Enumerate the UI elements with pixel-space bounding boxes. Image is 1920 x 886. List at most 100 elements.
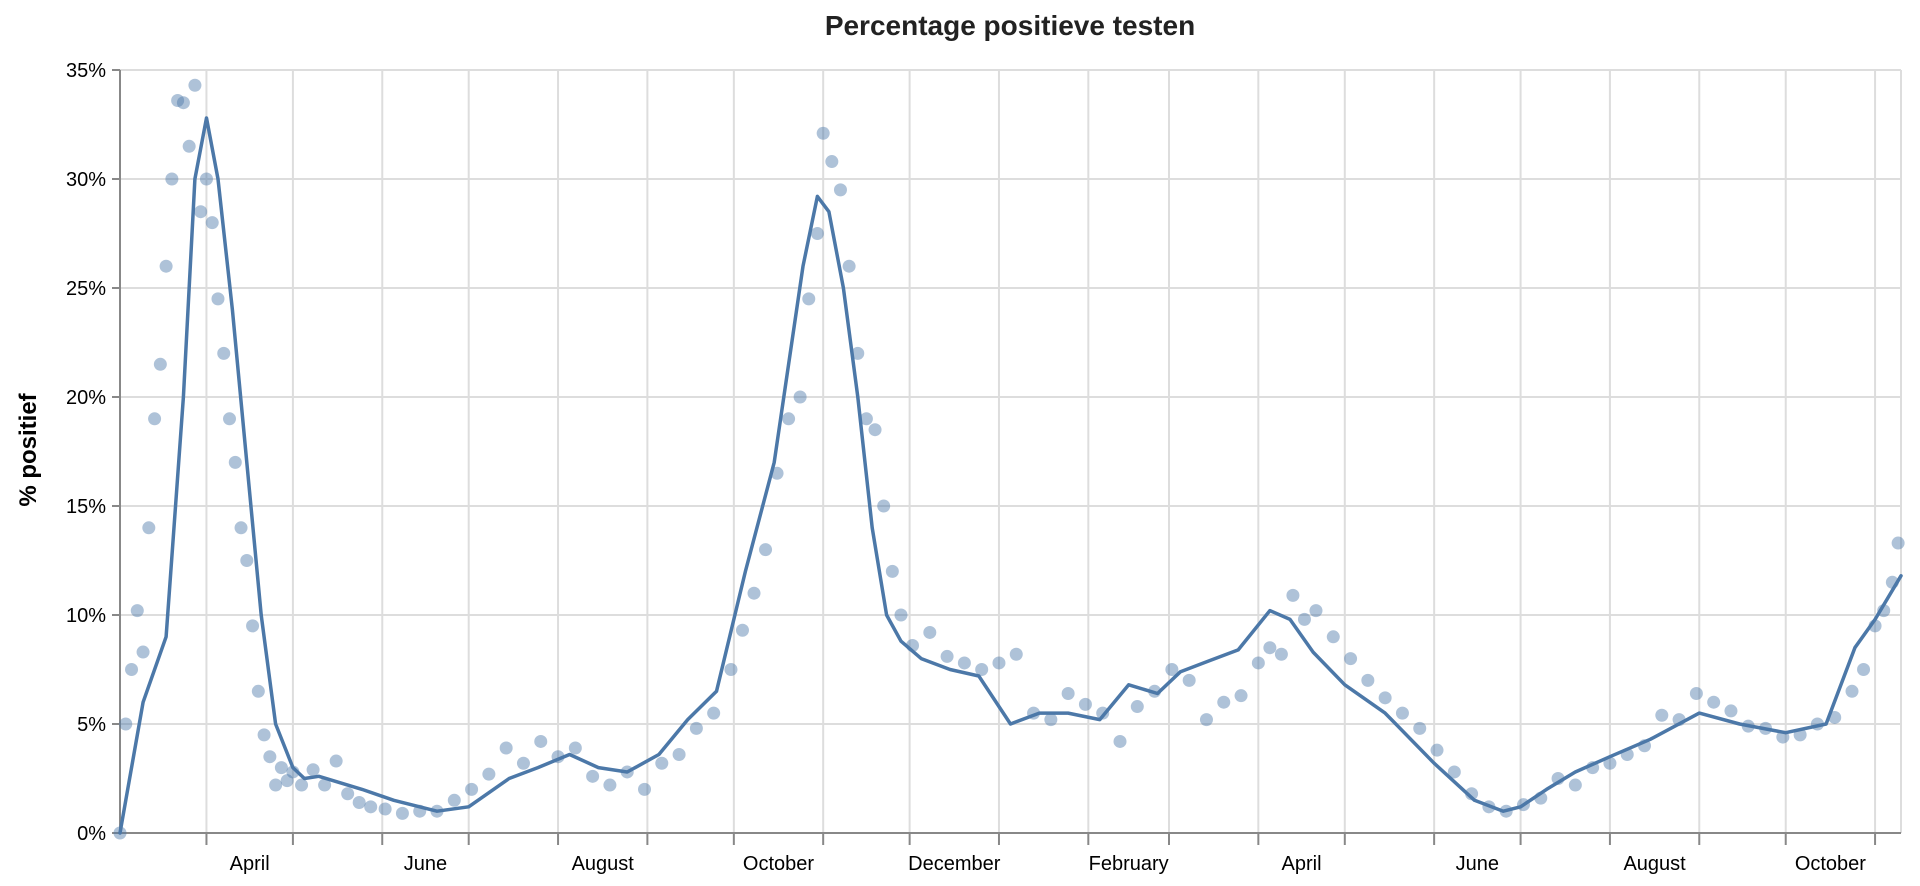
data-point [1326, 630, 1340, 644]
data-point [1113, 734, 1127, 748]
y-tick-label: 0% [77, 823, 106, 845]
data-point [759, 543, 773, 557]
data-point [251, 684, 265, 698]
data-point [465, 782, 479, 796]
data-point [395, 806, 409, 820]
data-point [868, 423, 882, 437]
data-point [1044, 713, 1058, 727]
x-tick-label: June [1456, 853, 1499, 875]
data-point [199, 172, 213, 186]
data-point [246, 619, 260, 633]
data-point [263, 750, 277, 764]
data-point [306, 763, 320, 777]
x-tick-label: October [743, 853, 814, 875]
data-point [1430, 743, 1444, 757]
x-tick-label: April [230, 853, 270, 875]
data-point [1286, 588, 1300, 602]
data-point [1263, 641, 1277, 655]
data-point [672, 748, 686, 762]
data-point [859, 412, 873, 426]
data-point [638, 782, 652, 796]
data-point [153, 357, 167, 371]
data-point [280, 774, 294, 788]
y-tick-label: 30% [66, 169, 106, 191]
axis-layer: 0% 5% 10% 15% 20% 25% 30% 35% April June August Oct… [66, 60, 1901, 875]
data-point [1165, 663, 1179, 676]
data-point [735, 623, 749, 637]
data-point [499, 741, 513, 755]
data-point [603, 778, 617, 792]
y-tick-label: 35% [66, 60, 106, 82]
data-point [182, 139, 196, 153]
data-point [825, 155, 839, 169]
data-point [1724, 704, 1738, 718]
data-point [274, 761, 288, 775]
data-point [240, 554, 254, 567]
data-point [655, 756, 669, 770]
chart-title: Percentage positieve testen [825, 10, 1195, 41]
y-tick-label: 15% [66, 496, 106, 518]
grid-layer [120, 69, 1902, 834]
data-point [1061, 686, 1075, 700]
data-point [586, 769, 600, 783]
data-point [1297, 612, 1311, 626]
data-point [257, 728, 271, 742]
data-point [1857, 663, 1871, 676]
data-point [165, 172, 179, 186]
x-tick-label: April [1282, 853, 1322, 875]
data-point [171, 94, 185, 108]
data-point [842, 259, 856, 273]
data-point [534, 734, 548, 748]
data-point [833, 183, 847, 197]
data-point [1413, 721, 1427, 735]
data-point [364, 800, 378, 814]
trend-line [118, 116, 1903, 835]
data-point [885, 564, 899, 578]
data-point [119, 717, 133, 731]
data-point [1199, 713, 1213, 727]
y-axis-label: % positief [15, 392, 42, 506]
data-point [234, 521, 248, 535]
data-point [1009, 647, 1023, 661]
data-point [1655, 708, 1669, 722]
data-point [142, 521, 156, 535]
data-point [136, 645, 150, 659]
x-tick-label: December [908, 853, 1001, 875]
data-point [378, 802, 392, 816]
data-point [176, 96, 190, 110]
data-point [802, 292, 816, 306]
data-point [1447, 765, 1461, 779]
data-point [724, 663, 738, 676]
data-point [228, 455, 242, 469]
data-point [341, 787, 355, 801]
x-tick-label: June [404, 853, 447, 875]
data-point [1078, 697, 1092, 711]
y-tick-label: 25% [66, 278, 106, 300]
y-tick-label: 10% [66, 605, 106, 627]
data-point [352, 795, 366, 809]
data-point [1395, 706, 1409, 720]
data-point [877, 499, 891, 513]
data-point [1361, 673, 1375, 687]
data-point [516, 756, 530, 770]
data-point [1891, 536, 1905, 550]
data-point [975, 663, 989, 676]
data-point [793, 390, 807, 404]
data-point [329, 754, 343, 768]
data-point [1274, 647, 1288, 661]
data-point [482, 767, 496, 781]
data-point [1689, 686, 1703, 700]
data-point [707, 706, 721, 720]
data-point [1251, 656, 1265, 670]
data-point [1344, 652, 1358, 666]
data-point [318, 778, 332, 792]
data-point [923, 625, 937, 639]
data-point [188, 78, 202, 92]
data-point [148, 412, 162, 426]
data-point [1707, 695, 1721, 709]
data-point [1568, 778, 1582, 792]
data-point [217, 346, 231, 360]
data-point [295, 778, 309, 792]
